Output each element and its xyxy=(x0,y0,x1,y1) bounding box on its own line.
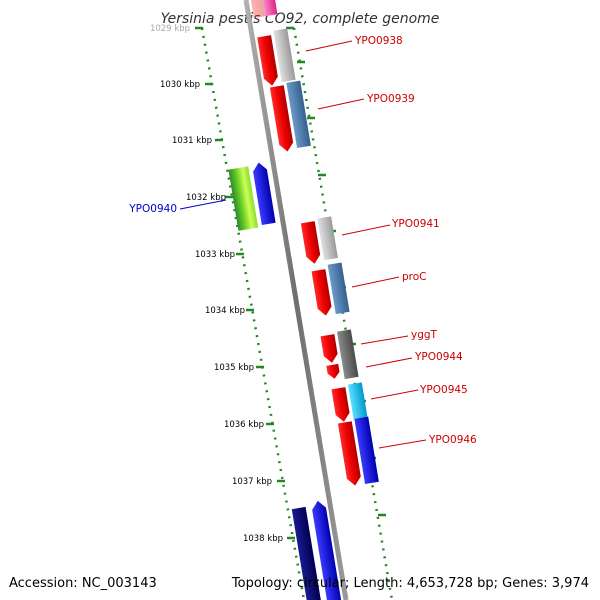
gene-label-text: yggT xyxy=(411,329,438,341)
gene-label-yggt[interactable]: yggT xyxy=(360,329,438,345)
scale-tick: 1038 kbp xyxy=(243,513,386,544)
tick-label: 1030 kbp xyxy=(160,80,200,90)
gene-label-text: YPO0941 xyxy=(391,218,440,230)
gene-label-text: YPO0940 xyxy=(128,203,177,215)
gene-label-ypo0944[interactable]: YPO0944 xyxy=(365,351,463,368)
gene-ypo0938 xyxy=(257,28,296,86)
tick-label: 1034 kbp xyxy=(205,306,245,316)
gene-label-proc[interactable]: proC xyxy=(351,271,427,288)
outer-ring-left xyxy=(200,27,306,600)
scale-ticks: 1029 kbp 1030 kbp 1031 kbp 1032 kbp 1033… xyxy=(150,24,386,544)
gene-label-ypo0939[interactable]: YPO0939 xyxy=(317,93,415,110)
gene-label-text: YPO0944 xyxy=(414,351,463,363)
leader-line xyxy=(179,199,227,210)
tick-label: 1033 kbp xyxy=(195,250,235,260)
tick-label: 1031 kbp xyxy=(172,136,212,146)
gene-label-ypo0946[interactable]: YPO0946 xyxy=(378,434,477,449)
leader-line xyxy=(378,439,427,449)
leader-line xyxy=(370,389,419,400)
tick-label: 1038 kbp xyxy=(243,534,283,544)
scale-tick: 1030 kbp xyxy=(160,60,305,90)
gene-label-ypo0938[interactable]: YPO0938 xyxy=(305,35,403,52)
gene-ypo0945 xyxy=(331,382,368,422)
tick-label: 1037 kbp xyxy=(232,477,272,487)
genome-title: Yersinia pestis CO92, complete genome xyxy=(161,11,440,27)
gene-ypo0940 xyxy=(228,162,276,231)
gene-partial-top xyxy=(249,0,278,19)
gene-label-text: YPO0945 xyxy=(419,384,468,396)
gene-label-ypo0941[interactable]: YPO0941 xyxy=(341,218,440,236)
gene-label-text: YPO0939 xyxy=(366,93,415,105)
gene-ypo0939 xyxy=(269,80,311,152)
gene-partial-bottom xyxy=(291,500,342,600)
tick-label: 1035 kbp xyxy=(214,363,254,373)
topology-text: Topology: circular; Length: 4,653,728 bp… xyxy=(231,576,589,591)
genome-backbone xyxy=(243,0,349,600)
scale-tick: 1031 kbp xyxy=(172,116,315,146)
gene-labels: YPO0938 YPO0939 YPO0940 YPO0941 proC ygg… xyxy=(128,35,477,449)
tick-label: 1029 kbp xyxy=(150,24,190,34)
leader-line xyxy=(341,224,391,236)
gene-ypo0941 xyxy=(300,216,338,264)
scale-tick: 1032 kbp xyxy=(186,173,326,203)
gene-proc xyxy=(311,262,350,316)
tick-label: 1036 kbp xyxy=(224,420,264,430)
outer-ring-right xyxy=(292,27,394,600)
gene-label-ypo0945[interactable]: YPO0945 xyxy=(370,384,468,400)
accession-text: Accession: NC_003143 xyxy=(9,576,157,591)
gene-label-text: YPO0938 xyxy=(354,35,403,47)
leader-line xyxy=(351,276,400,288)
gene-ypo0946 xyxy=(337,416,379,486)
leader-line xyxy=(317,98,365,110)
leader-line xyxy=(360,335,409,345)
gene-yggt xyxy=(320,329,359,380)
gene-label-text: YPO0946 xyxy=(428,434,477,446)
gene-label-ypo0940[interactable]: YPO0940 xyxy=(128,199,227,215)
gene-glyphs xyxy=(228,0,379,600)
gene-label-text: proC xyxy=(402,271,427,283)
scale-tick: 1029 kbp xyxy=(150,24,294,34)
leader-line xyxy=(305,40,353,52)
leader-line xyxy=(365,357,413,368)
tick-label: 1032 kbp xyxy=(186,193,226,203)
